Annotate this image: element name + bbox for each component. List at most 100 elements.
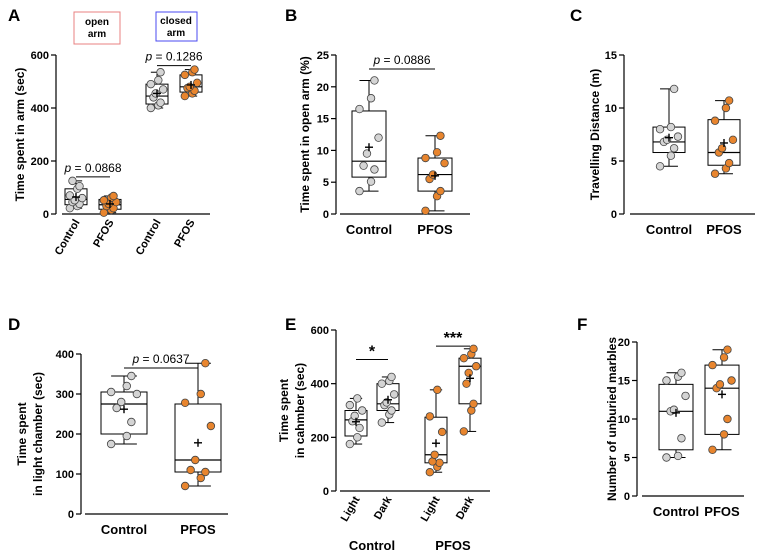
y-tick-label: 5: [624, 453, 630, 465]
p-value-label: p = 0.1286: [144, 50, 202, 64]
box-pfos-pfos: [704, 345, 740, 454]
y-tick-label: 400: [31, 103, 49, 115]
data-point: [345, 400, 355, 410]
data-point: [109, 191, 118, 201]
y-axis-label: Time spent in cahmber (sec): [277, 363, 307, 458]
data-point: [669, 84, 679, 94]
panel-letter: E: [285, 315, 296, 334]
y-tick-label: 20: [317, 82, 329, 94]
panel-letter: C: [570, 6, 582, 25]
data-point: [673, 451, 683, 461]
x-tick-label: Light: [419, 494, 443, 524]
x-tick-label: Dark: [454, 494, 477, 522]
x-tick-label: Control: [101, 522, 147, 537]
legend: open arm closed arm: [73, 11, 198, 45]
y-tick-label: 5: [323, 177, 329, 189]
data-point: [717, 144, 727, 153]
data-point: [353, 433, 362, 442]
data-point: [117, 397, 126, 407]
data-point: [724, 96, 734, 105]
data-point: [132, 389, 142, 399]
data-point: [355, 423, 364, 433]
data-point: [370, 165, 379, 174]
legend-open-arm-label: open arm: [85, 17, 109, 40]
data-point: [723, 345, 732, 354]
y-tick-label: 600: [31, 50, 49, 62]
box-pfos-pfos: [98, 191, 122, 217]
data-point: [469, 399, 478, 408]
significance-marker: ***: [444, 330, 463, 347]
data-point: [366, 94, 376, 103]
box-pfos-pfos: [174, 359, 222, 491]
data-point: [727, 376, 736, 385]
data-point: [723, 414, 732, 424]
y-tick-label: 400: [56, 349, 74, 361]
x-tick-label: PFOS: [172, 218, 197, 250]
y-tick-label: 200: [31, 156, 49, 168]
data-point: [387, 372, 396, 382]
data-point: [435, 458, 444, 468]
data-point: [728, 135, 738, 144]
data-point: [345, 439, 355, 449]
data-point: [681, 391, 690, 401]
x-tick-label: Control: [653, 504, 699, 519]
data-point: [146, 79, 156, 89]
data-point: [180, 481, 190, 491]
data-point: [377, 379, 387, 388]
panel-letter: B: [285, 6, 297, 25]
x-tick-label: Control: [346, 222, 392, 237]
y-tick-label: 0: [43, 209, 49, 221]
data-point: [389, 390, 399, 399]
y-axis-label: Travelling Distance (m): [588, 69, 602, 200]
x-tick-label: PFOS: [180, 522, 216, 537]
data-point: [146, 103, 156, 113]
y-tick-label: 0: [323, 209, 329, 221]
y-tick-label: 15: [605, 50, 617, 62]
data-point: [387, 406, 396, 415]
data-point: [669, 144, 679, 153]
data-point: [430, 450, 439, 459]
x-tick-label: Control: [53, 218, 83, 258]
data-point: [425, 412, 435, 421]
y-tick-label: 10: [317, 145, 329, 157]
data-point: [191, 455, 200, 465]
y-tick-label: 10: [605, 103, 617, 115]
data-point: [374, 133, 383, 142]
box-control-control: [658, 368, 694, 462]
p-value-label: p = 0.0637: [131, 352, 189, 366]
panel-letter: A: [8, 6, 20, 25]
data-point: [377, 418, 387, 427]
panel-E: E 0 200 400 600 Time spent in cahmber (sec) Lig…: [277, 315, 490, 553]
y-tick-label: 10: [618, 414, 630, 426]
box-control-control: [100, 371, 148, 449]
data-point: [437, 427, 447, 437]
y-tick-label: 200: [311, 432, 329, 444]
y-tick-label: 0: [611, 209, 617, 221]
data-point: [196, 473, 205, 483]
panel-letter: F: [577, 315, 587, 334]
y-tick-label: 400: [311, 379, 329, 391]
data-point: [192, 78, 202, 88]
data-point: [353, 394, 362, 403]
data-point: [471, 362, 481, 371]
data-point: [350, 411, 359, 421]
data-point: [127, 417, 136, 427]
data-point: [436, 131, 445, 140]
data-point: [425, 468, 435, 477]
x-group-label: Control: [349, 538, 395, 553]
box-control-control: [64, 176, 88, 213]
y-tick-label: 15: [618, 376, 630, 388]
box-pfos-pfos: [417, 131, 453, 216]
panel-B: B 0 5 10 15 20 25 Time spent in open arm (%) Con…: [285, 6, 470, 237]
data-point: [190, 65, 199, 74]
significance-marker: *: [369, 344, 376, 361]
data-point: [666, 151, 676, 160]
y-tick-label: 20: [618, 337, 630, 349]
box-dark-control: [376, 372, 400, 427]
data-point: [127, 371, 136, 381]
data-point: [708, 360, 717, 370]
data-point: [156, 68, 165, 77]
